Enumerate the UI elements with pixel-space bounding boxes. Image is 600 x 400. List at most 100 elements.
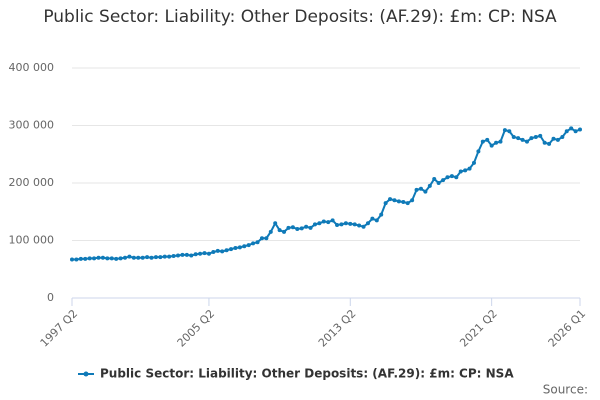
data-point (114, 256, 119, 261)
data-point (555, 137, 560, 142)
data-point (423, 189, 428, 194)
data-point (136, 255, 141, 260)
data-point (454, 175, 459, 180)
data-point (418, 186, 423, 191)
series-line (72, 127, 581, 261)
data-point (326, 220, 331, 225)
data-point (551, 136, 556, 141)
data-point (176, 253, 181, 258)
data-point (374, 218, 379, 223)
data-point (295, 227, 300, 231)
data-point (458, 169, 463, 174)
data-point (193, 252, 198, 257)
data-point (361, 224, 366, 229)
data-point (379, 212, 384, 217)
data-point (100, 255, 105, 260)
data-point (533, 135, 538, 139)
data-point (348, 221, 353, 226)
data-point (365, 221, 370, 226)
data-point (286, 225, 291, 230)
data-point (449, 174, 454, 179)
data-point (357, 223, 362, 228)
data-point (436, 181, 441, 185)
source-label: Source: (543, 383, 588, 397)
data-point (277, 228, 282, 233)
data-point (237, 245, 242, 250)
y-tick-label: 300 000 (9, 119, 55, 132)
data-point (370, 216, 375, 221)
data-point (242, 244, 247, 249)
data-point (445, 175, 450, 180)
data-point (246, 243, 251, 248)
data-point (343, 221, 348, 226)
data-point (427, 183, 432, 188)
data-point (127, 254, 132, 259)
chart-title: Public Sector: Liability: Other Deposits… (43, 7, 557, 27)
data-point (502, 128, 507, 133)
data-point (118, 256, 123, 261)
data-point (105, 256, 110, 261)
data-point (109, 256, 114, 261)
data-point (441, 178, 446, 183)
data-point (542, 140, 547, 145)
data-point (96, 255, 101, 260)
y-tick-label: 0 (47, 291, 54, 304)
x-tick-label: 2013 Q2 (316, 307, 359, 350)
data-point (511, 135, 516, 139)
data-point (70, 257, 74, 262)
data-point (401, 199, 406, 204)
data-point (529, 136, 534, 141)
data-point (410, 198, 415, 203)
data-point (467, 166, 472, 171)
data-point (471, 160, 476, 165)
data-point (388, 197, 393, 202)
data-point (290, 225, 295, 230)
data-point (171, 254, 176, 259)
x-tick-label: 2026 Q1 (546, 307, 589, 350)
data-point (264, 236, 269, 241)
data-point (383, 201, 388, 206)
data-point (167, 254, 172, 259)
data-point (414, 187, 419, 192)
data-point (485, 137, 490, 142)
data-point (198, 251, 203, 256)
data-point (211, 250, 216, 254)
data-point (321, 219, 326, 224)
data-point (308, 225, 313, 230)
data-point (83, 256, 88, 261)
data-point (339, 222, 344, 227)
data-point (335, 222, 340, 227)
data-point (282, 229, 287, 234)
data-point (578, 127, 582, 132)
x-tick-label: 1997 Q2 (38, 307, 81, 350)
data-point (206, 251, 211, 256)
data-point (317, 221, 322, 226)
legend-label: Public Sector: Liability: Other Deposits… (100, 367, 514, 381)
data-point (224, 248, 229, 253)
data-point (352, 222, 357, 227)
data-point (220, 249, 225, 254)
data-point (273, 221, 278, 226)
data-point (215, 248, 220, 253)
data-point (189, 253, 194, 258)
data-point (405, 201, 410, 206)
legend-marker (83, 371, 89, 377)
data-point (259, 236, 264, 241)
data-point (202, 251, 207, 256)
data-point (463, 168, 468, 173)
data-point (520, 137, 525, 142)
data-point (131, 255, 136, 260)
data-point (547, 141, 552, 146)
data-point (87, 256, 92, 261)
data-point (516, 136, 521, 141)
data-point (158, 255, 163, 260)
data-point (524, 139, 529, 144)
data-point (78, 256, 83, 261)
y-tick-label: 100 000 (9, 234, 55, 247)
data-point (312, 222, 317, 227)
data-point (162, 254, 167, 259)
data-point (268, 229, 273, 234)
data-point (180, 252, 185, 257)
